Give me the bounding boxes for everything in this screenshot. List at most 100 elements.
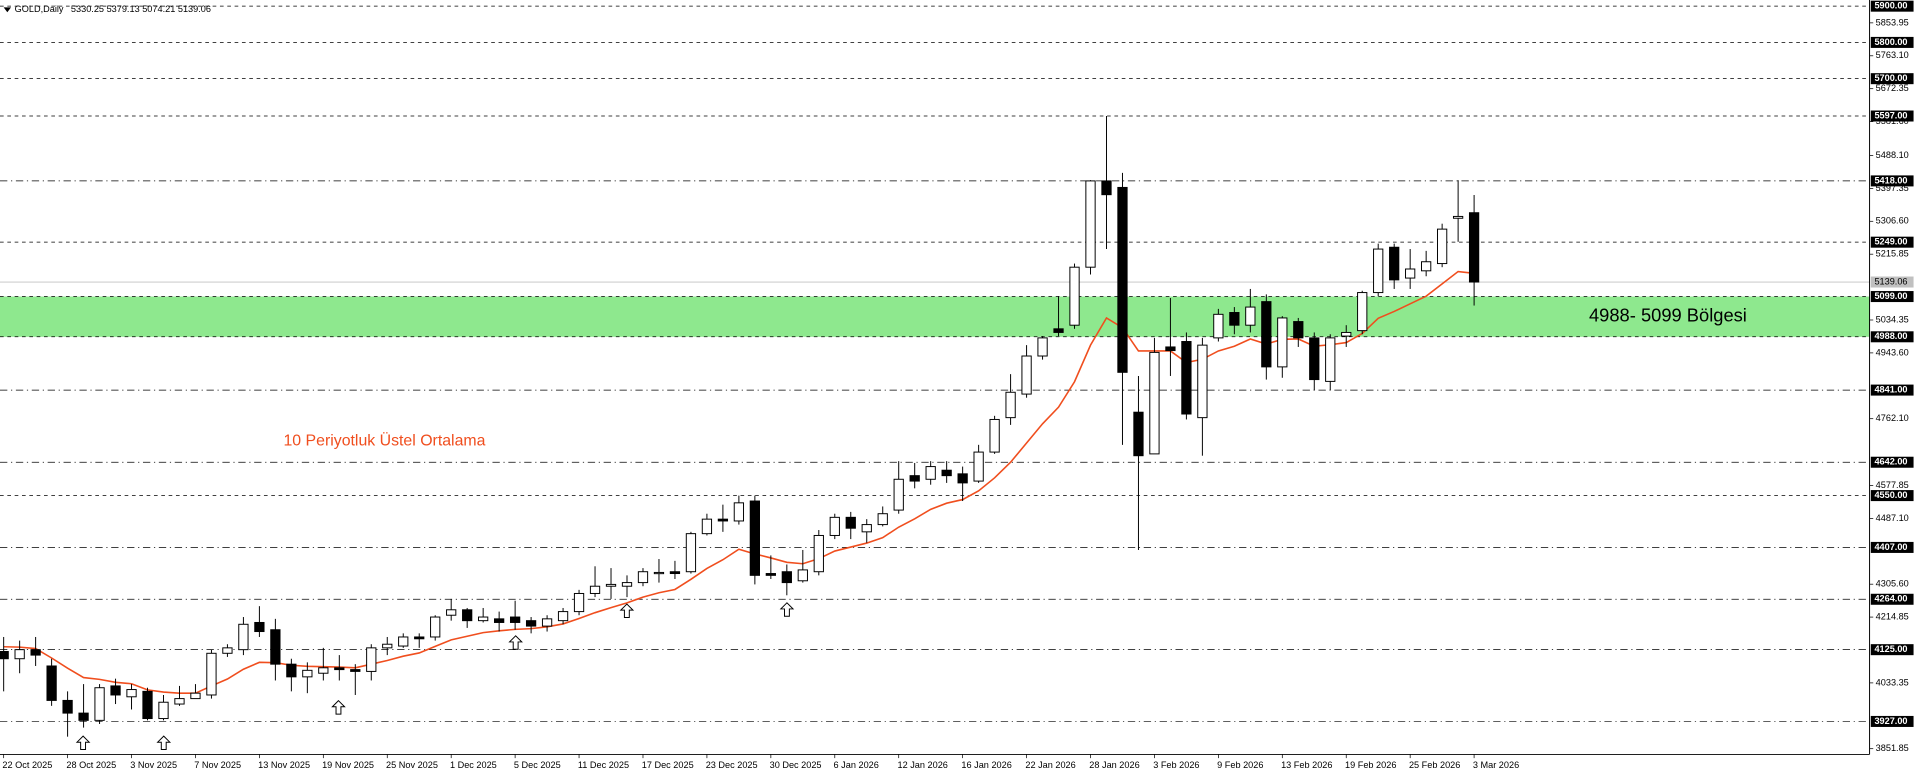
candle-body <box>94 687 105 721</box>
candle-body <box>1213 313 1224 339</box>
x-tick-label: 19 Feb 2026 <box>1345 760 1396 770</box>
candle-body <box>478 616 489 622</box>
candle-body <box>110 685 121 696</box>
candle-body <box>382 643 393 649</box>
candle-body <box>1468 212 1480 283</box>
candle-body <box>430 616 441 638</box>
candle-body <box>366 647 377 672</box>
candle-body <box>1245 306 1256 326</box>
candle-body <box>302 669 313 678</box>
candle-body <box>557 611 569 622</box>
candle-body <box>334 667 345 671</box>
level-label: 5900.00 <box>1874 1 1907 11</box>
zone <box>0 296 1870 337</box>
annotation: 10 Periyotluk Üstel Ortalama <box>283 432 485 450</box>
x-tick-label: 17 Dec 2025 <box>642 760 694 770</box>
open: 5330.25 <box>71 4 104 14</box>
x-tick-label: 23 Dec 2025 <box>706 760 758 770</box>
y-tick-label: 4943.60 <box>1876 347 1909 357</box>
x-tick-label: 1 Dec 2025 <box>450 760 497 770</box>
candle-body <box>1005 391 1016 419</box>
candle-body <box>1421 261 1432 272</box>
level-label: 5700.00 <box>1874 73 1907 83</box>
arrow-icon <box>779 602 795 617</box>
candle-body <box>621 582 633 587</box>
y-tick-label: 4577.85 <box>1876 480 1909 490</box>
x-tick-label: 28 Jan 2026 <box>1089 760 1139 770</box>
y-tick-label: 5672.35 <box>1876 83 1909 93</box>
x-tick-label: 22 Oct 2025 <box>2 760 52 770</box>
symbol: GOLD,Daily <box>15 4 64 14</box>
candle-body <box>78 712 89 721</box>
candle-body <box>573 592 585 613</box>
level-tag <box>1870 110 1914 122</box>
price-label: 5139.06 <box>1874 276 1907 286</box>
candle-body <box>286 663 297 678</box>
y-tick-label: 4214.85 <box>1876 612 1909 622</box>
candle-body <box>925 466 936 480</box>
high: 5379.13 <box>107 4 140 14</box>
level-label: 5099.00 <box>1874 291 1907 301</box>
candle-body <box>845 516 856 529</box>
x-tick-label: 9 Feb 2026 <box>1217 760 1263 770</box>
candle-body <box>909 475 920 482</box>
candle-body <box>973 451 984 482</box>
level-tag <box>1870 175 1914 187</box>
candle-body <box>206 652 217 696</box>
y-tick-label: 5397.35 <box>1876 183 1909 193</box>
candle-body <box>1133 411 1144 457</box>
candle-body <box>813 534 824 573</box>
level-label: 4988.00 <box>1874 331 1907 341</box>
x-tick-label: 25 Feb 2026 <box>1409 760 1460 770</box>
menu-triangle <box>3 7 11 13</box>
candle-body <box>1069 266 1080 326</box>
level-label: 4264.00 <box>1874 594 1907 604</box>
y-tick-label: 5034.35 <box>1876 314 1909 324</box>
x-tick-label: 12 Jan 2026 <box>897 760 947 770</box>
candle-body <box>733 502 745 522</box>
y-tick-label: 4487.10 <box>1876 513 1909 523</box>
candle-body <box>398 636 409 647</box>
candle-body <box>685 533 697 573</box>
candle-body <box>605 583 617 587</box>
candle-body <box>653 571 665 575</box>
candle-body <box>989 418 1000 453</box>
level-tag <box>1870 73 1914 85</box>
level-label: 5800.00 <box>1874 37 1907 47</box>
close: 5139.06 <box>178 4 211 14</box>
candle-body <box>509 616 521 623</box>
candle-body <box>30 649 41 656</box>
arrows <box>75 602 795 751</box>
candle-body <box>861 524 872 533</box>
level-tag <box>1870 36 1914 48</box>
candle-body <box>14 649 25 660</box>
y-tick-label: 5853.95 <box>1876 17 1909 27</box>
candle-body <box>1277 317 1288 368</box>
y-tick-label: 5215.85 <box>1876 249 1909 259</box>
level-tag <box>1870 291 1914 303</box>
x-tick-label: 28 Oct 2025 <box>66 760 116 770</box>
candle-body <box>1165 346 1176 352</box>
candle-body <box>190 692 201 700</box>
candle-body <box>1037 337 1048 357</box>
candle-body <box>446 609 457 616</box>
arrow-icon <box>156 735 172 751</box>
x-tick-label: 6 Jan 2026 <box>834 760 879 770</box>
candle-body <box>717 518 729 522</box>
candle-body <box>350 669 361 672</box>
candle-body <box>1117 186 1128 373</box>
x-tick-label: 19 Nov 2025 <box>322 760 374 770</box>
x-tick-label: 3 Feb 2026 <box>1153 760 1199 770</box>
price-tag <box>1870 276 1914 288</box>
candle-body <box>541 618 553 627</box>
candle-body <box>126 689 137 698</box>
level-tag <box>1870 236 1914 248</box>
x-tick-label: 13 Feb 2026 <box>1281 760 1332 770</box>
candle-body <box>637 571 649 584</box>
candle-body <box>238 623 249 651</box>
candle-body <box>462 609 473 622</box>
y-tick-label: 5763.10 <box>1876 50 1909 60</box>
